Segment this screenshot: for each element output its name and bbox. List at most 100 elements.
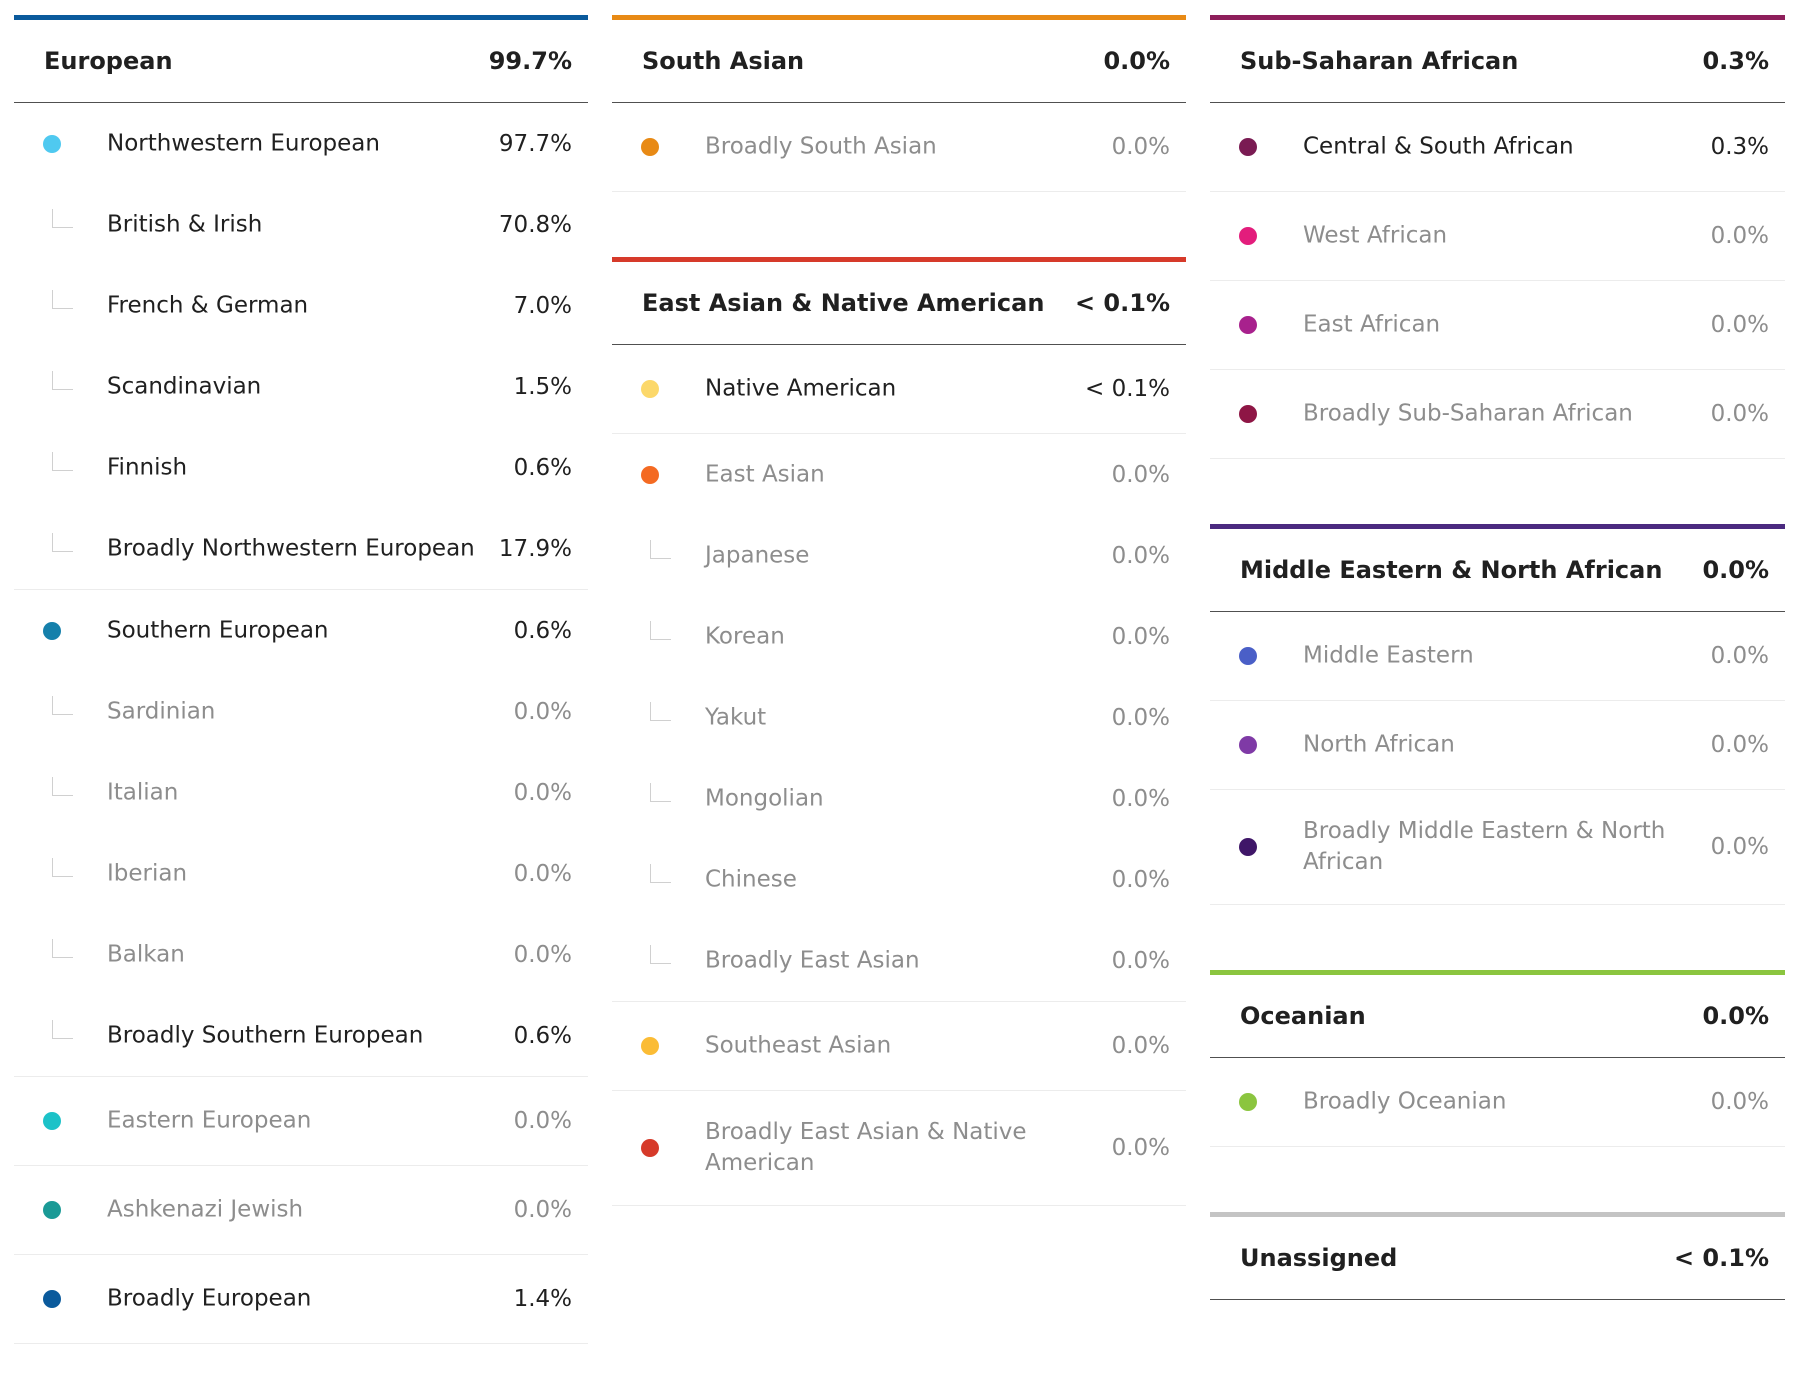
population-row[interactable]: East African 0.0% [1210,281,1785,370]
population-percent: 0.0% [1710,643,1769,669]
subpopulation-row[interactable]: Chinese 0.0% [612,839,1186,920]
subpopulation-label: Korean [705,623,785,649]
population-percent: 97.7% [498,130,572,157]
population-percent: 0.0% [1111,1033,1170,1059]
subpopulation-label: Chinese [705,866,797,892]
population-row[interactable]: Middle Eastern 0.0% [1210,612,1785,701]
population-row[interactable]: Broadly Sub-Saharan African 0.0% [1210,370,1785,459]
population-color-dot [43,1201,61,1219]
population-row[interactable]: Central & South African 0.3% [1210,103,1785,192]
subpopulation-percent: 0.6% [513,1022,572,1049]
section-sub-saharan-african: Sub-Saharan African 0.3% Central & South… [1210,15,1785,459]
subpopulation-row[interactable]: Korean 0.0% [612,596,1186,677]
population-color-dot [1239,138,1257,156]
tree-connector-icon [52,209,73,228]
section-spacer [612,192,1186,257]
section-percent: < 0.1% [1074,289,1170,317]
subpopulation-row[interactable]: French & German 7.0% [14,265,588,346]
section-header[interactable]: Oceanian 0.0% [1210,975,1785,1058]
tree-connector-icon [52,452,73,471]
section-percent: 0.0% [1702,556,1769,584]
subpopulation-row[interactable]: Japanese 0.0% [612,515,1186,596]
population-percent: 0.0% [513,1108,572,1134]
subpopulation-row[interactable]: British & Irish 70.8% [14,184,588,265]
population-color-dot [641,1139,659,1157]
population-percent: < 0.1% [1084,376,1170,402]
population-color-dot [43,1290,61,1308]
section-header[interactable]: Middle Eastern & North African 0.0% [1210,529,1785,612]
tree-connector-icon [52,939,73,958]
subpopulation-row[interactable]: Mongolian 0.0% [612,758,1186,839]
population-label: Broadly European [107,1285,312,1312]
population-label: North African [1303,731,1455,758]
population-row[interactable]: Broadly European 1.4% [14,1255,588,1344]
population-row[interactable]: Northwestern European 97.7% [14,103,588,184]
population-label: Broadly East Asian & Native American [705,1119,1027,1176]
population-label: Northwestern European [107,130,380,156]
population-label: Broadly Middle Eastern & North African [1303,818,1666,875]
subpopulation-row[interactable]: Yakut 0.0% [612,677,1186,758]
subpopulation-label: Finnish [107,454,188,480]
population-row[interactable]: Broadly South Asian 0.0% [612,103,1186,192]
population-label: Southeast Asian [705,1032,892,1059]
subpopulation-row[interactable]: Finnish 0.6% [14,427,588,508]
section-header[interactable]: Sub-Saharan African 0.3% [1210,20,1785,103]
section-spacer [1210,1147,1785,1212]
subpopulation-row[interactable]: Broadly Southern European 0.6% [14,995,588,1076]
population-row[interactable]: West African 0.0% [1210,192,1785,281]
population-row[interactable]: Native American < 0.1% [612,345,1186,434]
population-label: Central & South African [1303,133,1574,160]
subpopulation-label: Mongolian [705,785,824,811]
population-row[interactable]: East Asian 0.0% [612,434,1186,515]
population-color-dot [1239,647,1257,665]
population-percent: 0.0% [1710,732,1769,758]
population-row[interactable]: Broadly Middle Eastern & North African 0… [1210,790,1785,905]
population-row[interactable]: Broadly East Asian & Native American 0.0… [612,1091,1186,1206]
population-percent: 0.6% [513,617,572,644]
section-east-asian-native-american: East Asian & Native American < 0.1% Nati… [612,257,1186,1206]
population-label: Broadly South Asian [705,133,937,160]
population-row[interactable]: Ashkenazi Jewish 0.0% [14,1166,588,1255]
section-color-bar [612,257,1186,262]
subpopulation-percent: 0.0% [513,860,572,887]
subpopulation-row[interactable]: Scandinavian 1.5% [14,346,588,427]
section-header[interactable]: European 99.7% [14,20,588,103]
population-row[interactable]: North African 0.0% [1210,701,1785,790]
section-title: European [44,47,173,75]
subpopulation-row[interactable]: Balkan 0.0% [14,914,588,995]
population-percent: 0.0% [1111,134,1170,160]
subpopulation-row[interactable]: Sardinian 0.0% [14,671,588,752]
population-label: Southern European [107,617,329,643]
section-header[interactable]: East Asian & Native American < 0.1% [612,262,1186,345]
subpopulation-percent: 70.8% [498,211,572,238]
section-percent: 0.3% [1702,47,1769,75]
population-label: West African [1303,222,1448,249]
subpopulation-row[interactable]: Broadly East Asian 0.0% [612,920,1186,1001]
section-title: South Asian [642,47,805,75]
subpopulation-percent: 0.0% [1111,947,1170,974]
subpopulation-percent: 0.6% [513,454,572,481]
section-color-bar [1210,524,1785,529]
population-row[interactable]: Southern European 0.6% [14,590,588,671]
group-northwestern-european: Northwestern European 97.7% British & Ir… [14,103,588,590]
population-row[interactable]: Eastern European 0.0% [14,1077,588,1166]
population-row[interactable]: Broadly Oceanian 0.0% [1210,1058,1785,1147]
population-percent: 0.0% [1710,312,1769,338]
population-percent: 0.0% [1710,834,1769,860]
subpopulation-row[interactable]: Italian 0.0% [14,752,588,833]
section-header[interactable]: Unassigned < 0.1% [1210,1217,1785,1300]
column-asian: South Asian 0.0% Broadly South Asian 0.0… [612,15,1186,1206]
population-percent: 0.0% [1710,223,1769,249]
section-color-bar [1210,15,1785,20]
subpopulation-percent: 0.0% [1111,866,1170,893]
tree-connector-icon [650,621,671,640]
subpopulation-row[interactable]: Broadly Northwestern European 17.9% [14,508,588,589]
section-middle-eastern-north-african: Middle Eastern & North African 0.0% Midd… [1210,524,1785,905]
subpopulation-label: Broadly East Asian [705,947,920,973]
subpopulation-row[interactable]: Iberian 0.0% [14,833,588,914]
section-title: Middle Eastern & North African [1240,556,1663,584]
population-row[interactable]: Southeast Asian 0.0% [612,1002,1186,1091]
population-color-dot [1239,405,1257,423]
section-header[interactable]: South Asian 0.0% [612,20,1186,103]
section-percent: 99.7% [488,47,572,75]
